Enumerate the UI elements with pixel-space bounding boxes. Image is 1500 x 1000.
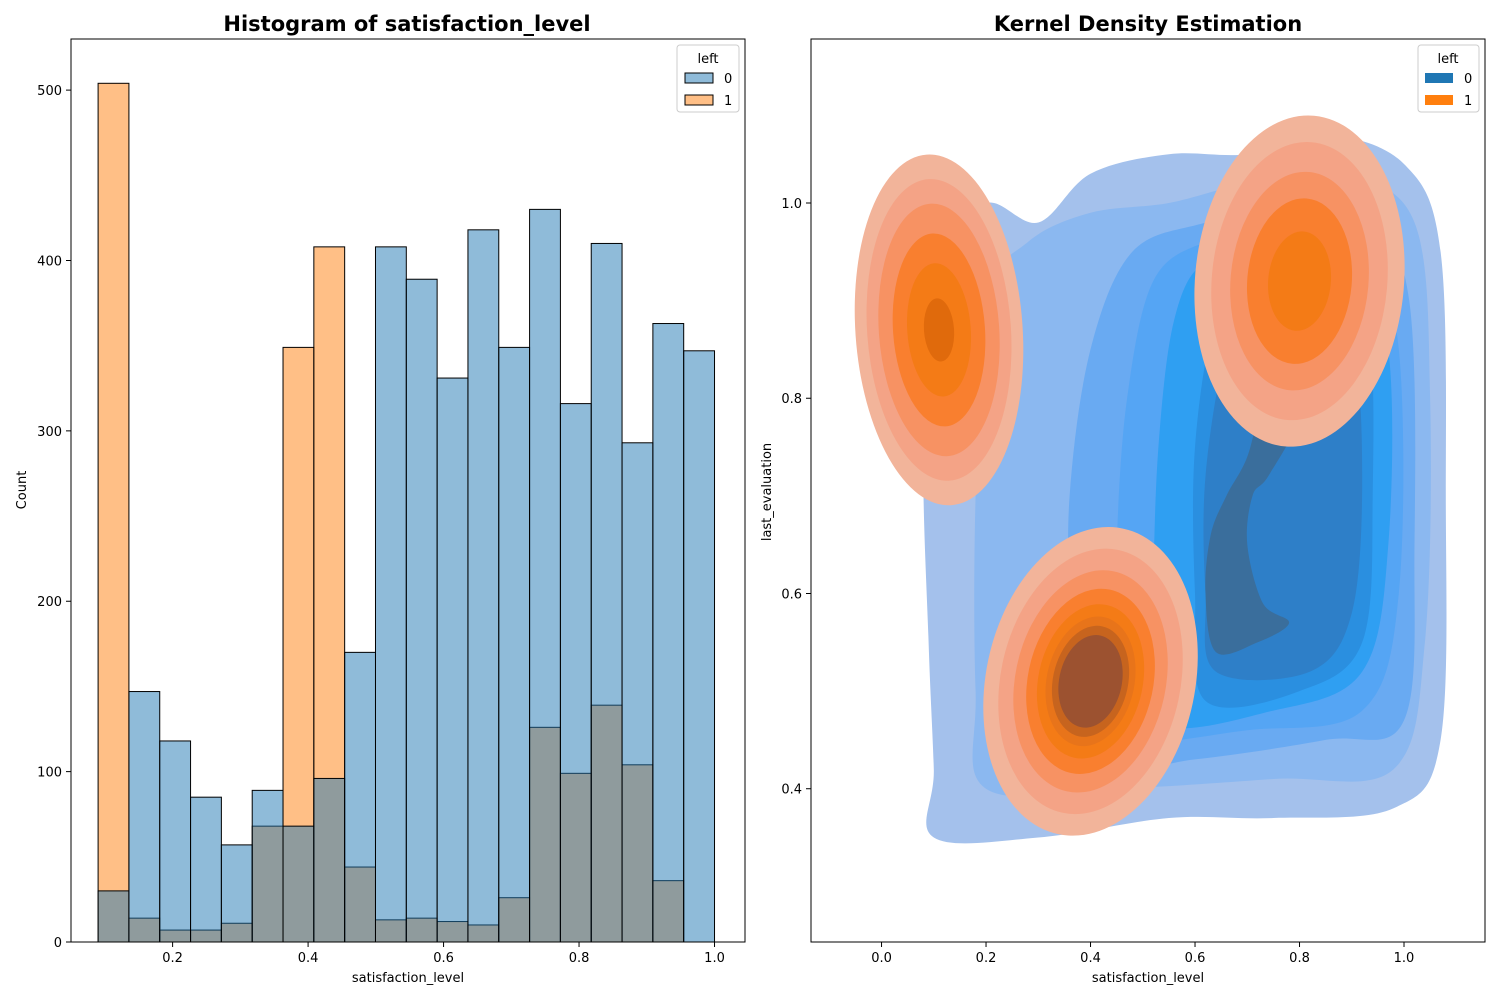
x-tick-label: 0.2 [976, 951, 997, 966]
hist-bar-left-0 [190, 796, 222, 943]
legend-swatch-0 [1425, 73, 1453, 83]
histogram-title: Histogram of satisfaction_level [223, 12, 590, 36]
kde-title: Kernel Density Estimation [994, 12, 1302, 36]
hist-bar-left-0 [159, 740, 192, 943]
hist-bar-left-0 [559, 403, 592, 943]
legend-swatch-1 [684, 94, 714, 106]
hist-bar-left-0 [683, 350, 716, 943]
kde-x-ticks: 0.0 0.2 0.4 0.6 0.8 1.0 [871, 942, 1414, 966]
hist-bar-left-0 [97, 890, 130, 943]
x-tick-label: 0.6 [433, 951, 454, 966]
x-tick-label: 0.8 [1289, 951, 1310, 966]
hist-bar-left-0 [652, 323, 685, 943]
legend-swatch-0 [684, 72, 714, 84]
hist-bar-left-1 [97, 82, 130, 943]
hist-bar-left-0 [621, 442, 654, 943]
kde-panel: Kernel Density Estimation 0.0 0.2 0.4 0.6 0.… [760, 12, 1486, 986]
hist-bar-left-0 [251, 789, 284, 943]
x-tick-label: 1.0 [1394, 951, 1415, 966]
x-tick-label: 0.0 [871, 951, 892, 966]
x-tick-label: 1.0 [704, 951, 725, 966]
legend-swatch-1 [1425, 95, 1453, 105]
legend-label-1: 1 [1464, 94, 1472, 109]
legend-label-1: 1 [724, 94, 732, 109]
x-tick-label: 0.8 [569, 951, 590, 966]
kde-x-label: satisfaction_level [1092, 971, 1204, 986]
hist-bar-left-0 [344, 651, 376, 943]
histogram-panel: Histogram of satisfaction_level 0.2 0.4 0.… [15, 12, 746, 986]
y-tick-label: 500 [37, 84, 62, 99]
legend-label-0: 0 [1464, 72, 1472, 87]
x-tick-label: 0.2 [162, 951, 183, 966]
histogram-x-label: satisfaction_level [352, 971, 464, 986]
y-tick-label: 0 [54, 936, 62, 951]
histogram-y-ticks: 0 100 200 300 400 500 [37, 84, 71, 951]
y-tick-label: 0.6 [781, 587, 802, 602]
hist-bar-left-0 [282, 825, 315, 943]
histogram-axes-frame [70, 38, 746, 943]
y-tick-label: 0.4 [781, 783, 802, 798]
histogram-y-label: Count [15, 471, 30, 510]
kde-y-ticks: 0.4 0.6 0.8 1.0 [781, 197, 811, 798]
hist-bar-left-0 [405, 278, 438, 943]
x-tick-label: 0.4 [298, 951, 319, 966]
legend-title: left [1437, 52, 1458, 67]
y-tick-label: 0.8 [781, 392, 802, 407]
hist-bar-left-0 [436, 377, 469, 943]
legend-title: left [697, 52, 718, 67]
y-tick-label: 100 [37, 766, 62, 781]
hist-bar-left-0 [128, 691, 161, 943]
x-tick-label: 0.4 [1080, 951, 1101, 966]
histogram-x-ticks: 0.2 0.4 0.6 0.8 1.0 [162, 942, 725, 966]
hist-bar-left-0 [467, 229, 500, 943]
kde-legend: left 0 1 [1417, 44, 1480, 113]
y-tick-label: 400 [37, 254, 62, 269]
hist-bar-left-0 [313, 777, 346, 943]
kde-contour-left-1-cluster-3-level-5 [1267, 231, 1332, 331]
kde-contour-left-1-cluster-1-level-6 [923, 298, 955, 362]
hist-bar-left-0 [220, 844, 253, 943]
hist-bar-left-0 [529, 208, 561, 943]
hist-bar-left-0 [590, 242, 623, 943]
y-tick-label: 300 [37, 425, 62, 440]
kde-contours-left-1 [854, 115, 1405, 836]
hist-bar-left-0 [374, 246, 407, 943]
histogram-legend: left 0 1 [676, 44, 740, 113]
hist-bar-left-0 [498, 346, 531, 943]
y-tick-label: 1.0 [781, 197, 802, 212]
x-tick-label: 0.6 [1185, 951, 1206, 966]
kde-contour-left-1-cluster-2-level-8 [1058, 635, 1123, 728]
kde-axes-frame [810, 38, 1486, 943]
kde-y-label: last_evaluation [760, 443, 775, 541]
y-tick-label: 200 [37, 595, 62, 610]
legend-label-0: 0 [724, 72, 732, 87]
